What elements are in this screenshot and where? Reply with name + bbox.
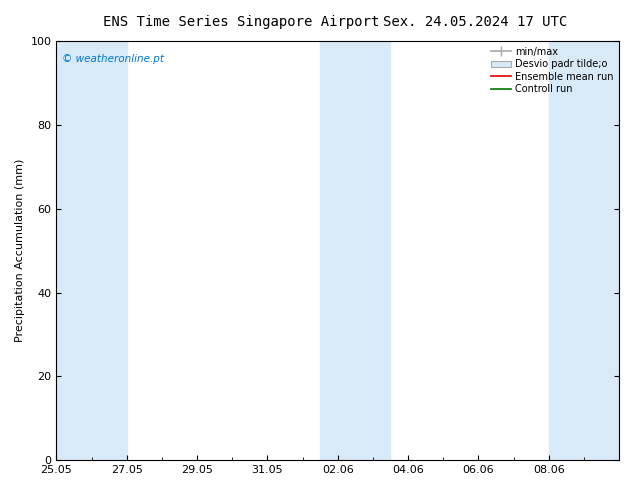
Text: ENS Time Series Singapore Airport: ENS Time Series Singapore Airport: [103, 15, 379, 29]
Bar: [56, 41, 127, 460]
Bar: [320, 41, 391, 460]
Y-axis label: Precipitation Accumulation (mm): Precipitation Accumulation (mm): [15, 159, 25, 343]
Legend: min/max, Desvio padr tilde;o, Ensemble mean run, Controll run: min/max, Desvio padr tilde;o, Ensemble m…: [488, 43, 617, 98]
Bar: [548, 41, 619, 460]
Text: Sex. 24.05.2024 17 UTC: Sex. 24.05.2024 17 UTC: [384, 15, 567, 29]
Text: © weatheronline.pt: © weatheronline.pt: [62, 53, 164, 64]
